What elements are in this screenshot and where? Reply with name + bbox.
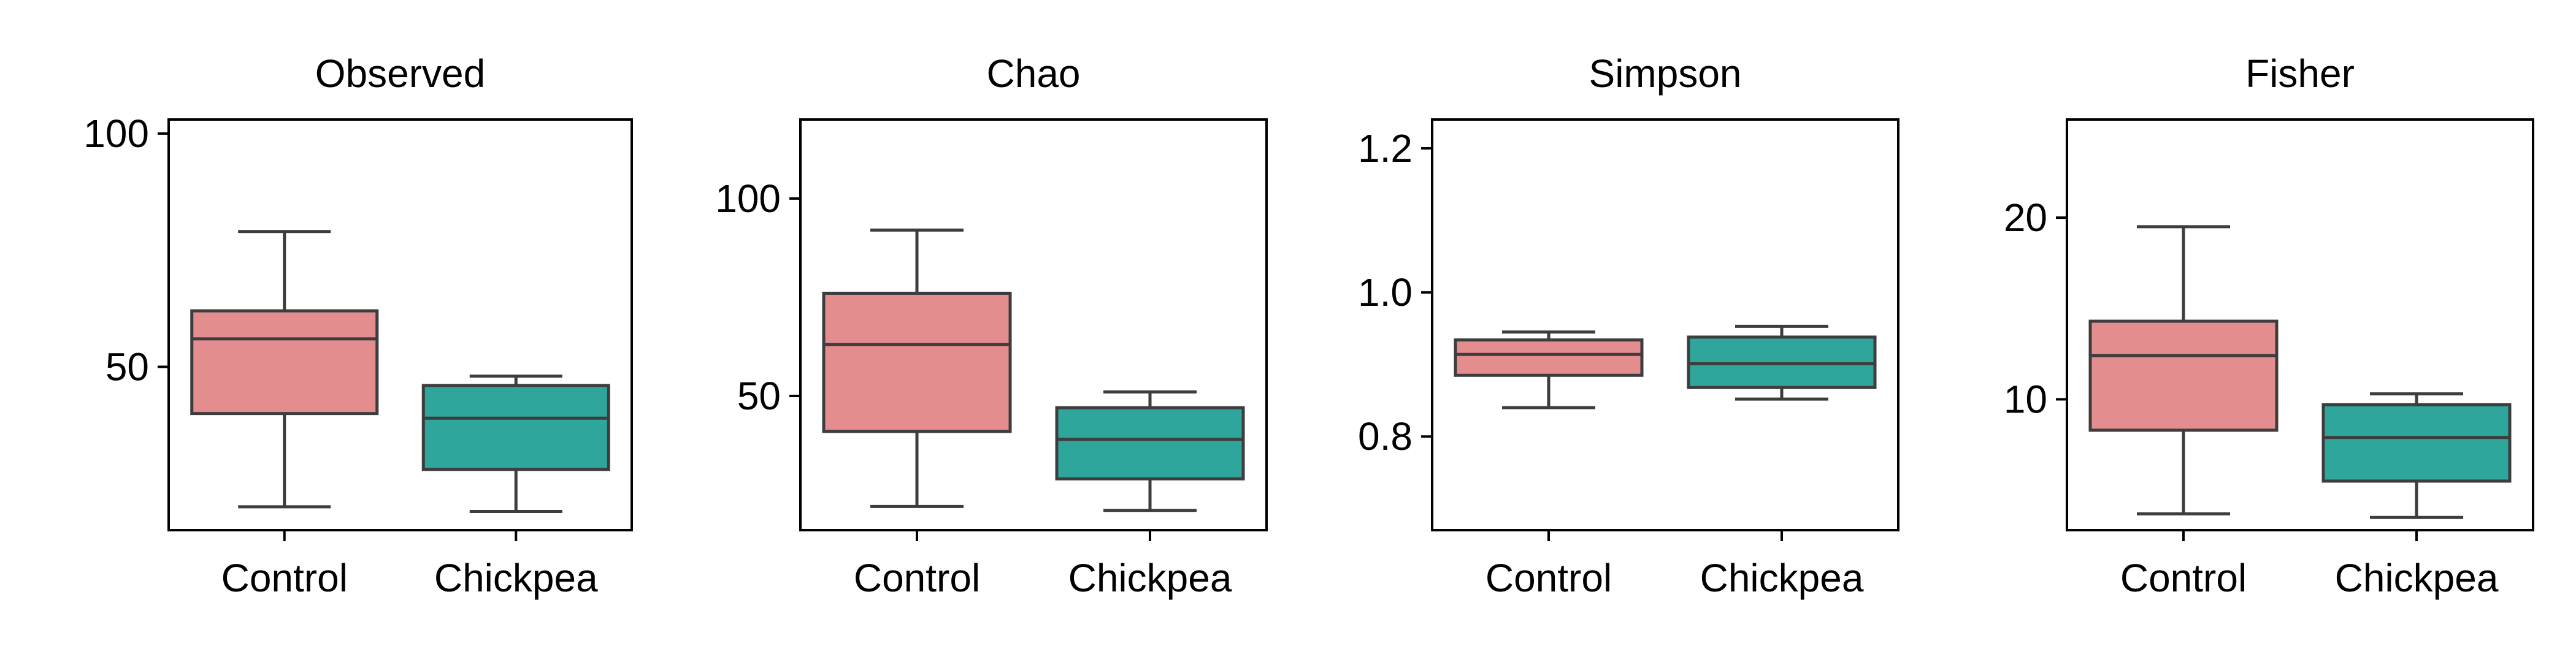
x-tick-label: Chickpea [434, 556, 598, 600]
x-tick-label: Control [1485, 556, 1612, 600]
box-chickpea [1055, 390, 1245, 512]
axes-frame [799, 118, 1268, 531]
panel-fisher: Fisher 10 20 Control Chickpea [2004, 51, 2534, 600]
iqr-box [421, 384, 610, 471]
axes-frame [2066, 118, 2534, 531]
x-tick-label: Control [2120, 556, 2247, 600]
y-tick-label: 100 [715, 177, 781, 221]
x-tick-label: Control [221, 556, 348, 600]
x-tick-label: Chickpea [1068, 556, 1232, 600]
box-control [190, 230, 379, 509]
iqr-box [2088, 319, 2279, 432]
box-chickpea [421, 374, 610, 514]
y-tick-label: 1.2 [1358, 126, 1413, 170]
panel-title: Observed [315, 51, 485, 96]
iqr-box [1055, 406, 1245, 481]
y-tick-label: 50 [737, 374, 781, 418]
box-control [2088, 225, 2279, 515]
box-control [1454, 330, 1644, 409]
axes-frame [1431, 118, 1899, 531]
y-tick-label: 100 [83, 112, 149, 156]
iqr-box [190, 309, 379, 416]
y-tick-label: 0.8 [1358, 414, 1413, 458]
panel-title: Simpson [1589, 51, 1742, 96]
panel-chao: Chao 50 100 Control Chickpea [715, 51, 1268, 600]
x-tick-label: Chickpea [2335, 556, 2499, 600]
x-tick-label: Chickpea [1700, 556, 1864, 600]
box-chickpea [2321, 392, 2512, 519]
axes-frame [167, 118, 633, 531]
iqr-box [2321, 403, 2512, 483]
panel-title: Chao [987, 51, 1081, 96]
iqr-box [1454, 338, 1644, 377]
box-chickpea [1687, 324, 1877, 401]
iqr-box [822, 291, 1012, 433]
box-control [822, 228, 1012, 508]
panel-observed: Observed 50 100 Control Chickpea [83, 51, 633, 600]
y-tick-label: 50 [105, 345, 149, 389]
y-tick-label: 10 [2004, 378, 2047, 422]
x-tick-label: Control [854, 556, 980, 600]
y-tick-label: 20 [2004, 196, 2047, 240]
y-tick-label: 1.0 [1358, 270, 1413, 314]
panel-simpson: Simpson 0.8 1.0 1.2 Control Chickpea [1358, 51, 1899, 600]
panel-title: Fisher [2245, 51, 2355, 96]
